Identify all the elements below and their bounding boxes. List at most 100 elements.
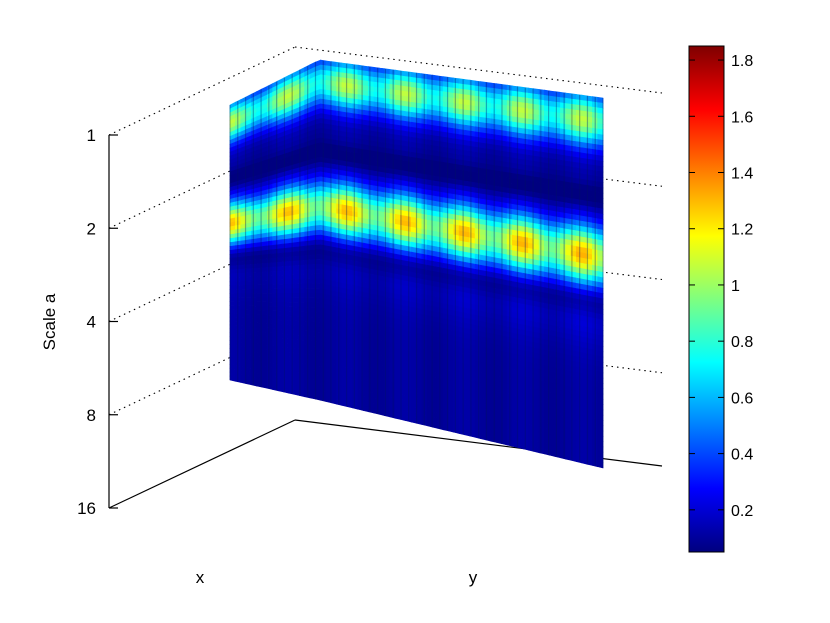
surface-cell — [261, 382, 268, 389]
surface-cell — [309, 311, 316, 318]
surface-cell — [288, 251, 295, 258]
surface-cell — [293, 325, 300, 331]
surface-cell — [261, 288, 268, 294]
surface-cell — [245, 293, 252, 298]
surface-cell — [314, 249, 321, 256]
surface-cell — [314, 278, 321, 284]
surface-cell — [581, 110, 588, 118]
surface-cell — [261, 258, 268, 264]
surface-cell — [576, 104, 583, 112]
surface-cell — [229, 257, 236, 263]
surface-cell — [277, 292, 284, 299]
surface-cell — [378, 409, 385, 416]
surface-cell — [251, 313, 257, 320]
x-axis-floor-line — [108, 419, 296, 509]
surface-cell — [581, 457, 588, 465]
surface-cell — [288, 292, 295, 299]
colorbar-tick-label: 0.6 — [731, 390, 753, 407]
surface-cell — [597, 112, 604, 120]
surface-cell — [293, 311, 300, 317]
surface-cell — [245, 321, 252, 328]
surface-cell — [277, 385, 284, 393]
surface-cell — [288, 274, 295, 281]
surface-cell — [565, 118, 572, 126]
surface-cell — [229, 308, 236, 314]
surface-cell — [288, 279, 295, 285]
surface-cell — [288, 320, 295, 326]
surface-cell — [277, 270, 284, 276]
surface-cell — [309, 302, 316, 308]
surface-cell — [266, 305, 273, 312]
surface-cell — [293, 246, 300, 253]
surface-cell — [293, 288, 300, 294]
surface-cell — [560, 128, 567, 136]
surface-cell — [293, 389, 300, 396]
surface-cell — [229, 320, 236, 326]
surface-cell — [538, 447, 545, 455]
surface-cell — [266, 275, 273, 281]
surface-cell — [309, 283, 316, 289]
surface-cell — [293, 265, 300, 271]
surface-cell — [288, 260, 295, 267]
surface-cell — [581, 121, 588, 128]
surface-cell — [314, 239, 321, 246]
surface-cell — [309, 392, 316, 400]
surface-cell — [229, 316, 236, 322]
surface-cell — [309, 326, 316, 333]
surface-cell — [288, 283, 295, 290]
z-axis-title: Scale a — [40, 293, 59, 350]
surface-cell — [314, 200, 321, 207]
surface-cell — [251, 259, 257, 265]
surface-cell — [229, 305, 236, 310]
surface-cell — [277, 261, 284, 268]
surface-cell — [277, 284, 284, 290]
surface-cell — [261, 254, 268, 260]
surface-cell — [346, 401, 353, 409]
surface-cell — [277, 279, 284, 285]
surface-cell — [330, 397, 337, 405]
z-tick-label: 16 — [77, 499, 96, 518]
surface-cell — [309, 249, 316, 256]
surface-cell — [309, 335, 316, 342]
surface-cell — [314, 393, 321, 401]
surface-cell — [314, 234, 321, 241]
z-tick-label: 8 — [87, 406, 96, 425]
surface-cell — [314, 326, 321, 333]
surface-cell — [293, 329, 300, 336]
surface-cell — [277, 266, 284, 272]
surface-cell — [314, 263, 321, 270]
surface-cell — [251, 309, 257, 315]
surface-cell — [245, 255, 252, 262]
surface — [229, 59, 604, 469]
y-axis-title: y — [469, 568, 478, 587]
surface-cell — [245, 259, 252, 266]
surface-cell — [581, 131, 588, 139]
colorbar-tick-label: 0.8 — [731, 334, 753, 351]
surface-cell — [266, 293, 273, 299]
surface-cell — [245, 268, 252, 274]
surface-cell — [251, 297, 257, 303]
surface-cell — [549, 449, 556, 457]
surface-cell — [251, 322, 257, 328]
surface-cell — [512, 440, 519, 448]
surface-cell — [261, 271, 268, 277]
surface-cell — [314, 307, 321, 314]
surface-cell — [277, 323, 284, 330]
surface-cell — [261, 249, 268, 256]
surface-cell — [288, 288, 295, 294]
surface-cell — [314, 316, 321, 323]
surface-cell — [245, 305, 252, 311]
surface-cell — [266, 314, 273, 320]
surface-cell — [261, 314, 268, 320]
surface-cell — [314, 215, 321, 222]
surface-cell — [293, 255, 300, 262]
surface-cell — [394, 412, 401, 420]
surface-cell — [261, 327, 268, 333]
colorbar: 0.20.40.60.811.21.41.61.8 — [688, 45, 753, 553]
surface-cell — [517, 442, 524, 450]
surface-cell — [432, 421, 439, 429]
surface-cell — [229, 301, 236, 306]
surface-cell — [533, 445, 540, 454]
surface-cell — [266, 297, 273, 303]
surface-cell — [352, 402, 359, 410]
